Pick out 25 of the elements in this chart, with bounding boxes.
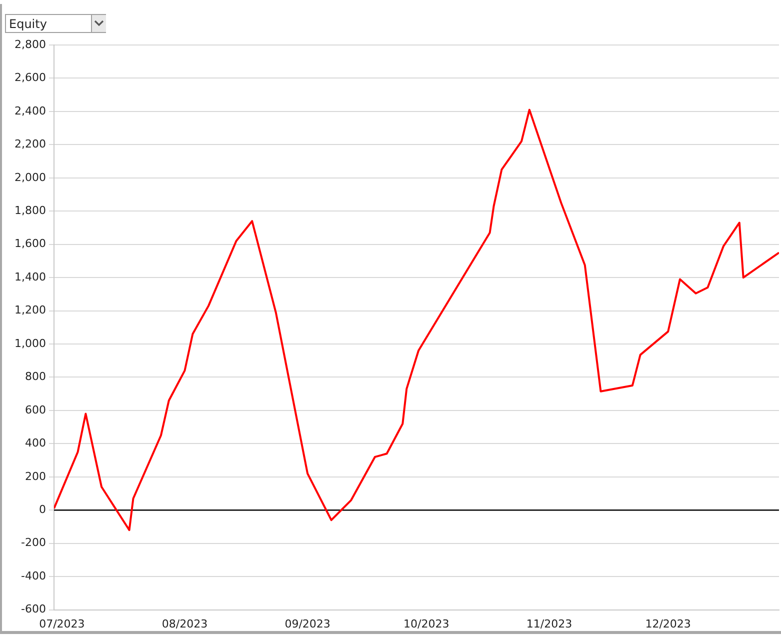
y-tick-label: 1,800 [14, 204, 46, 217]
y-tick-label: 400 [25, 436, 46, 450]
x-tick-label: 07/2023 [39, 617, 85, 630]
y-tick-label: -200 [21, 536, 46, 550]
x-tick-label: 08/2023 [162, 617, 208, 630]
x-tick-label: 09/2023 [284, 617, 330, 630]
y-tick-label: -400 [21, 569, 46, 582]
x-tick-label: 10/2023 [404, 617, 450, 630]
y-tick-label: -600 [21, 602, 46, 616]
y-tick-label: 2,600 [14, 71, 46, 84]
y-tick-label: 1,000 [14, 336, 46, 350]
y-tick-label: 600 [25, 403, 46, 416]
y-tick-label: 2,200 [14, 138, 46, 151]
y-tick-label: 2,400 [14, 104, 46, 118]
y-tick-label: 2,000 [14, 170, 46, 184]
y-tick-label: 800 [25, 370, 46, 384]
x-tick-label: 11/2023 [526, 617, 572, 630]
y-tick-label: 0 [39, 502, 46, 516]
x-tick-label: 12/2023 [645, 617, 691, 630]
y-tick-label: 2,800 [14, 38, 46, 51]
y-tick-label: 1,400 [14, 270, 46, 284]
y-tick-label: 1,600 [14, 237, 46, 250]
y-tick-label: 200 [25, 470, 46, 483]
chart-title: Equity [5, 14, 106, 33]
y-tick-label: 1,200 [14, 304, 46, 317]
